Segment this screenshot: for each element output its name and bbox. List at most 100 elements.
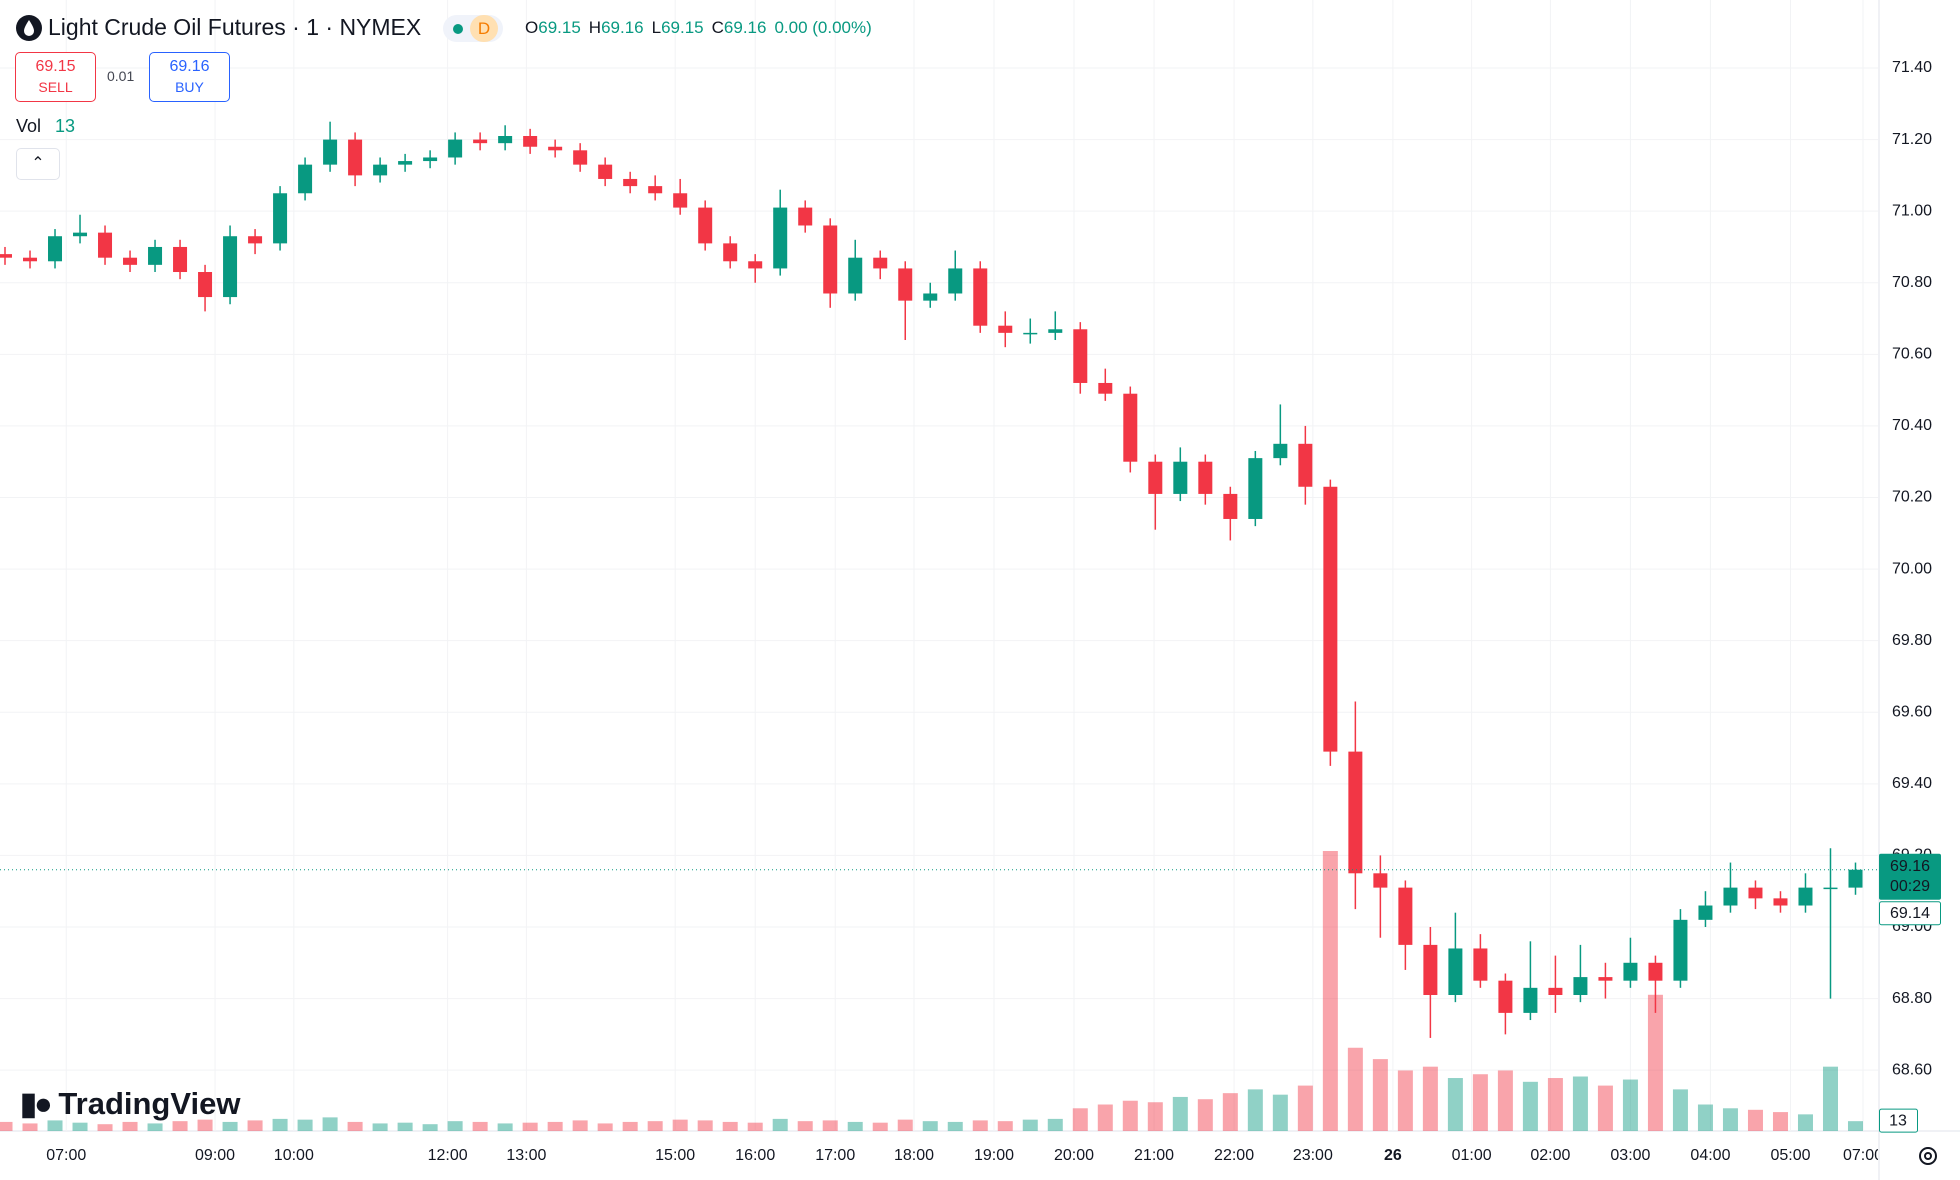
brand: TradingView [58,1086,241,1121]
collapse-button[interactable]: ⌃ [16,148,60,180]
volume-bar [422,1124,438,1131]
volume-bar [22,1123,38,1131]
y-tick-label: 71.40 [1892,59,1932,76]
candle-body [1323,486,1338,752]
candle-body [98,232,113,258]
candle-body [648,186,663,194]
candle-body [1373,873,1388,888]
volume-bar [1797,1114,1813,1131]
volume-bar [897,1119,913,1131]
x-tick-label: 02:00 [1530,1147,1570,1164]
sell-label: SELL [38,79,73,95]
volume-bar [372,1123,388,1131]
candle-body [773,207,788,269]
volume-bar [1497,1070,1513,1131]
x-tick-label: 03:00 [1610,1147,1650,1164]
candle-body [873,257,888,269]
settings-icon-center [1924,1152,1932,1160]
candle-body [398,161,413,165]
candle-body [23,257,38,262]
candle-body [373,164,388,176]
volume-bar [0,1121,13,1131]
candle-body [1073,329,1088,383]
volume-bar [1447,1078,1463,1131]
volume-bar [1072,1108,1088,1131]
volume-bar [722,1121,738,1131]
candle-body [248,236,263,244]
y-tick-label: 68.60 [1892,1061,1932,1078]
candle-body [1473,948,1488,981]
volume-bar [747,1122,763,1131]
candle-body [1273,443,1288,459]
candle-body [1798,887,1813,906]
volume-bar [122,1121,138,1131]
candle-body [498,136,513,144]
ohlc-value: 69.16 [601,18,644,37]
candle-body [48,236,63,262]
volume-bar [1272,1094,1288,1131]
y-tick-label: 71.00 [1892,202,1932,219]
sell-button[interactable]: 69.15 SELL [15,52,96,102]
volume-bar [297,1119,313,1131]
x-tick-label: 01:00 [1452,1147,1492,1164]
candle-body [323,139,338,165]
volume-bar [822,1120,838,1131]
last-price-tag [1879,853,1941,900]
candle-body [1748,887,1763,899]
settings-icon[interactable] [1919,1147,1937,1165]
x-tick-label: 09:00 [195,1147,235,1164]
candle-body [848,257,863,294]
y-tick-label: 69.60 [1892,703,1932,720]
candle-body [148,246,163,265]
candle-body [673,193,688,208]
ohlc-value: 69.16 [723,18,767,37]
volume-bar [197,1119,213,1131]
candle-body [223,236,238,298]
volume-bar [522,1122,538,1131]
volume-bar [97,1124,113,1131]
candle-body [1148,461,1163,494]
volume-tag [1879,1108,1918,1133]
candle-body [1123,393,1138,462]
x-tick-label: 05:00 [1770,1147,1810,1164]
volume-bar [1222,1093,1238,1131]
volume-bar [672,1119,688,1131]
volume-bar [947,1121,963,1131]
volume-bar [47,1120,63,1131]
y-tick-label: 69.40 [1892,775,1932,792]
volume-bar [572,1120,588,1131]
x-tick-label: 21:00 [1134,1147,1174,1164]
volume-bar [1672,1089,1688,1131]
candle-body [1823,887,1838,890]
volume-bar [1322,851,1338,1131]
candle-body [573,150,588,165]
volume-value: 13 [55,116,76,136]
volume-bar [1522,1081,1538,1131]
candle-body [1523,987,1538,1013]
x-tick-label: 16:00 [735,1147,775,1164]
volume-bar [1147,1102,1163,1131]
volume-bar [1197,1099,1213,1131]
volume-bar [622,1121,638,1131]
volume-bar [1247,1089,1263,1131]
volume-bar [547,1121,563,1131]
candle-body [448,139,463,158]
candle-body [1623,962,1638,981]
volume-bar [1622,1079,1638,1131]
volume-bar [347,1121,363,1131]
volume-bar [1572,1076,1588,1131]
ohlc-legend: O69.15 H69.16 L69.15 C69.16 0.00 (0.00%) [525,18,872,38]
volume-bar [397,1122,413,1131]
x-tick-label: 26 [1384,1147,1402,1164]
candle-body [1198,461,1213,494]
candle-body [1698,905,1713,920]
buy-button[interactable]: 69.16 BUY [149,52,230,102]
candle-body [123,257,138,265]
candle-body [1673,919,1688,981]
volume-bar [447,1121,463,1131]
candle-body [173,246,188,273]
last-price-label: 69.16 [1890,858,1930,875]
candle-body [1423,944,1438,995]
volume-bar [1022,1119,1038,1131]
volume-bar [1297,1085,1313,1131]
